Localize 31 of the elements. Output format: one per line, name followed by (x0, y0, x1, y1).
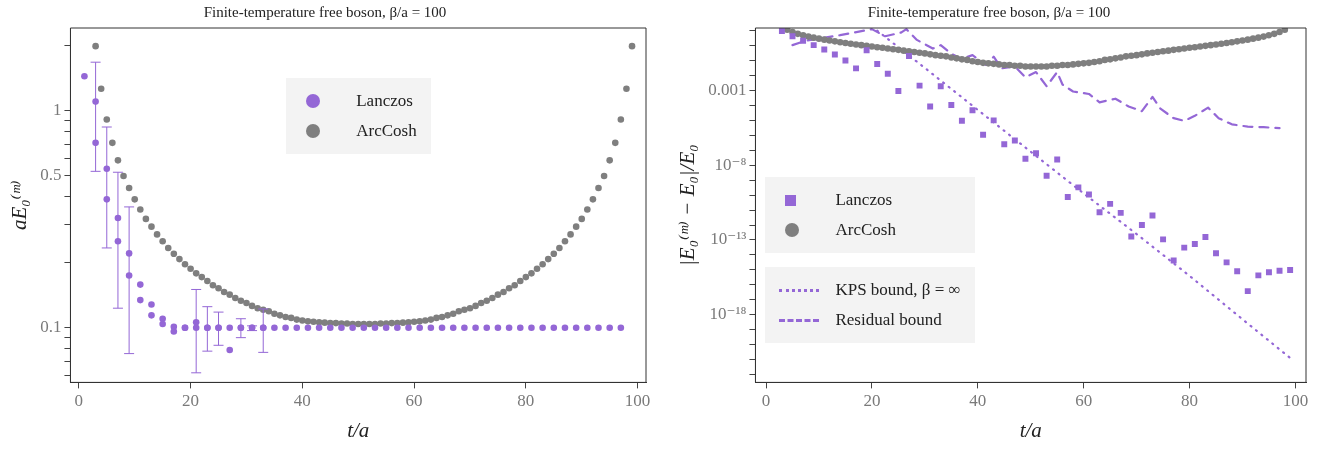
x-tick-label: 80 (1181, 391, 1199, 411)
x-tick-label: 20 (863, 391, 881, 411)
chart-title: Finite-temperature free boson, β/a = 100 (203, 3, 447, 20)
y-tick-label: 10⁻⁸ (714, 154, 747, 174)
legend-label: Residual bound (835, 310, 942, 331)
legend-label: ArcCosh (356, 121, 417, 141)
x-axis-title: t/a (1019, 417, 1042, 442)
y-axis-title: |E₀⁽ᵐ⁾ − E₀|/E₀ (675, 144, 700, 266)
x-tick-label: 80 (517, 391, 535, 411)
x-tick-label: 60 (1075, 391, 1093, 411)
x-tick-label: 100 (624, 391, 651, 411)
legend-label: Lanczos (835, 190, 893, 211)
x-tick-label: 20 (182, 391, 200, 411)
legend-label: ArcCosh (835, 220, 896, 241)
x-tick-label: 60 (405, 391, 423, 411)
y-tick-label: 10⁻¹³ (710, 229, 747, 249)
legend-label: KPS bound, β = ∞ (835, 280, 961, 301)
y-tick-label: 0.1 (40, 317, 62, 337)
x-tick-label: 40 (969, 391, 987, 411)
y-tick-label: 10⁻¹⁸ (709, 304, 747, 324)
legend-label: Lanczos (356, 91, 413, 111)
chart-title: Finite-temperature free boson, β/a = 100 (867, 3, 1111, 20)
y-tick-label: 0.001 (708, 79, 747, 99)
x-tick-label: 100 (1282, 391, 1309, 411)
y-tick-label: 0.5 (40, 165, 62, 185)
x-axis-title: t/a (347, 417, 370, 442)
x-tick-label: 0 (74, 391, 84, 411)
y-axis-title: aE₀⁽ᵐ⁾ (7, 180, 32, 231)
x-tick-label: 0 (761, 391, 771, 411)
x-tick-label: 40 (293, 391, 311, 411)
y-tick-label: 1 (52, 100, 62, 120)
